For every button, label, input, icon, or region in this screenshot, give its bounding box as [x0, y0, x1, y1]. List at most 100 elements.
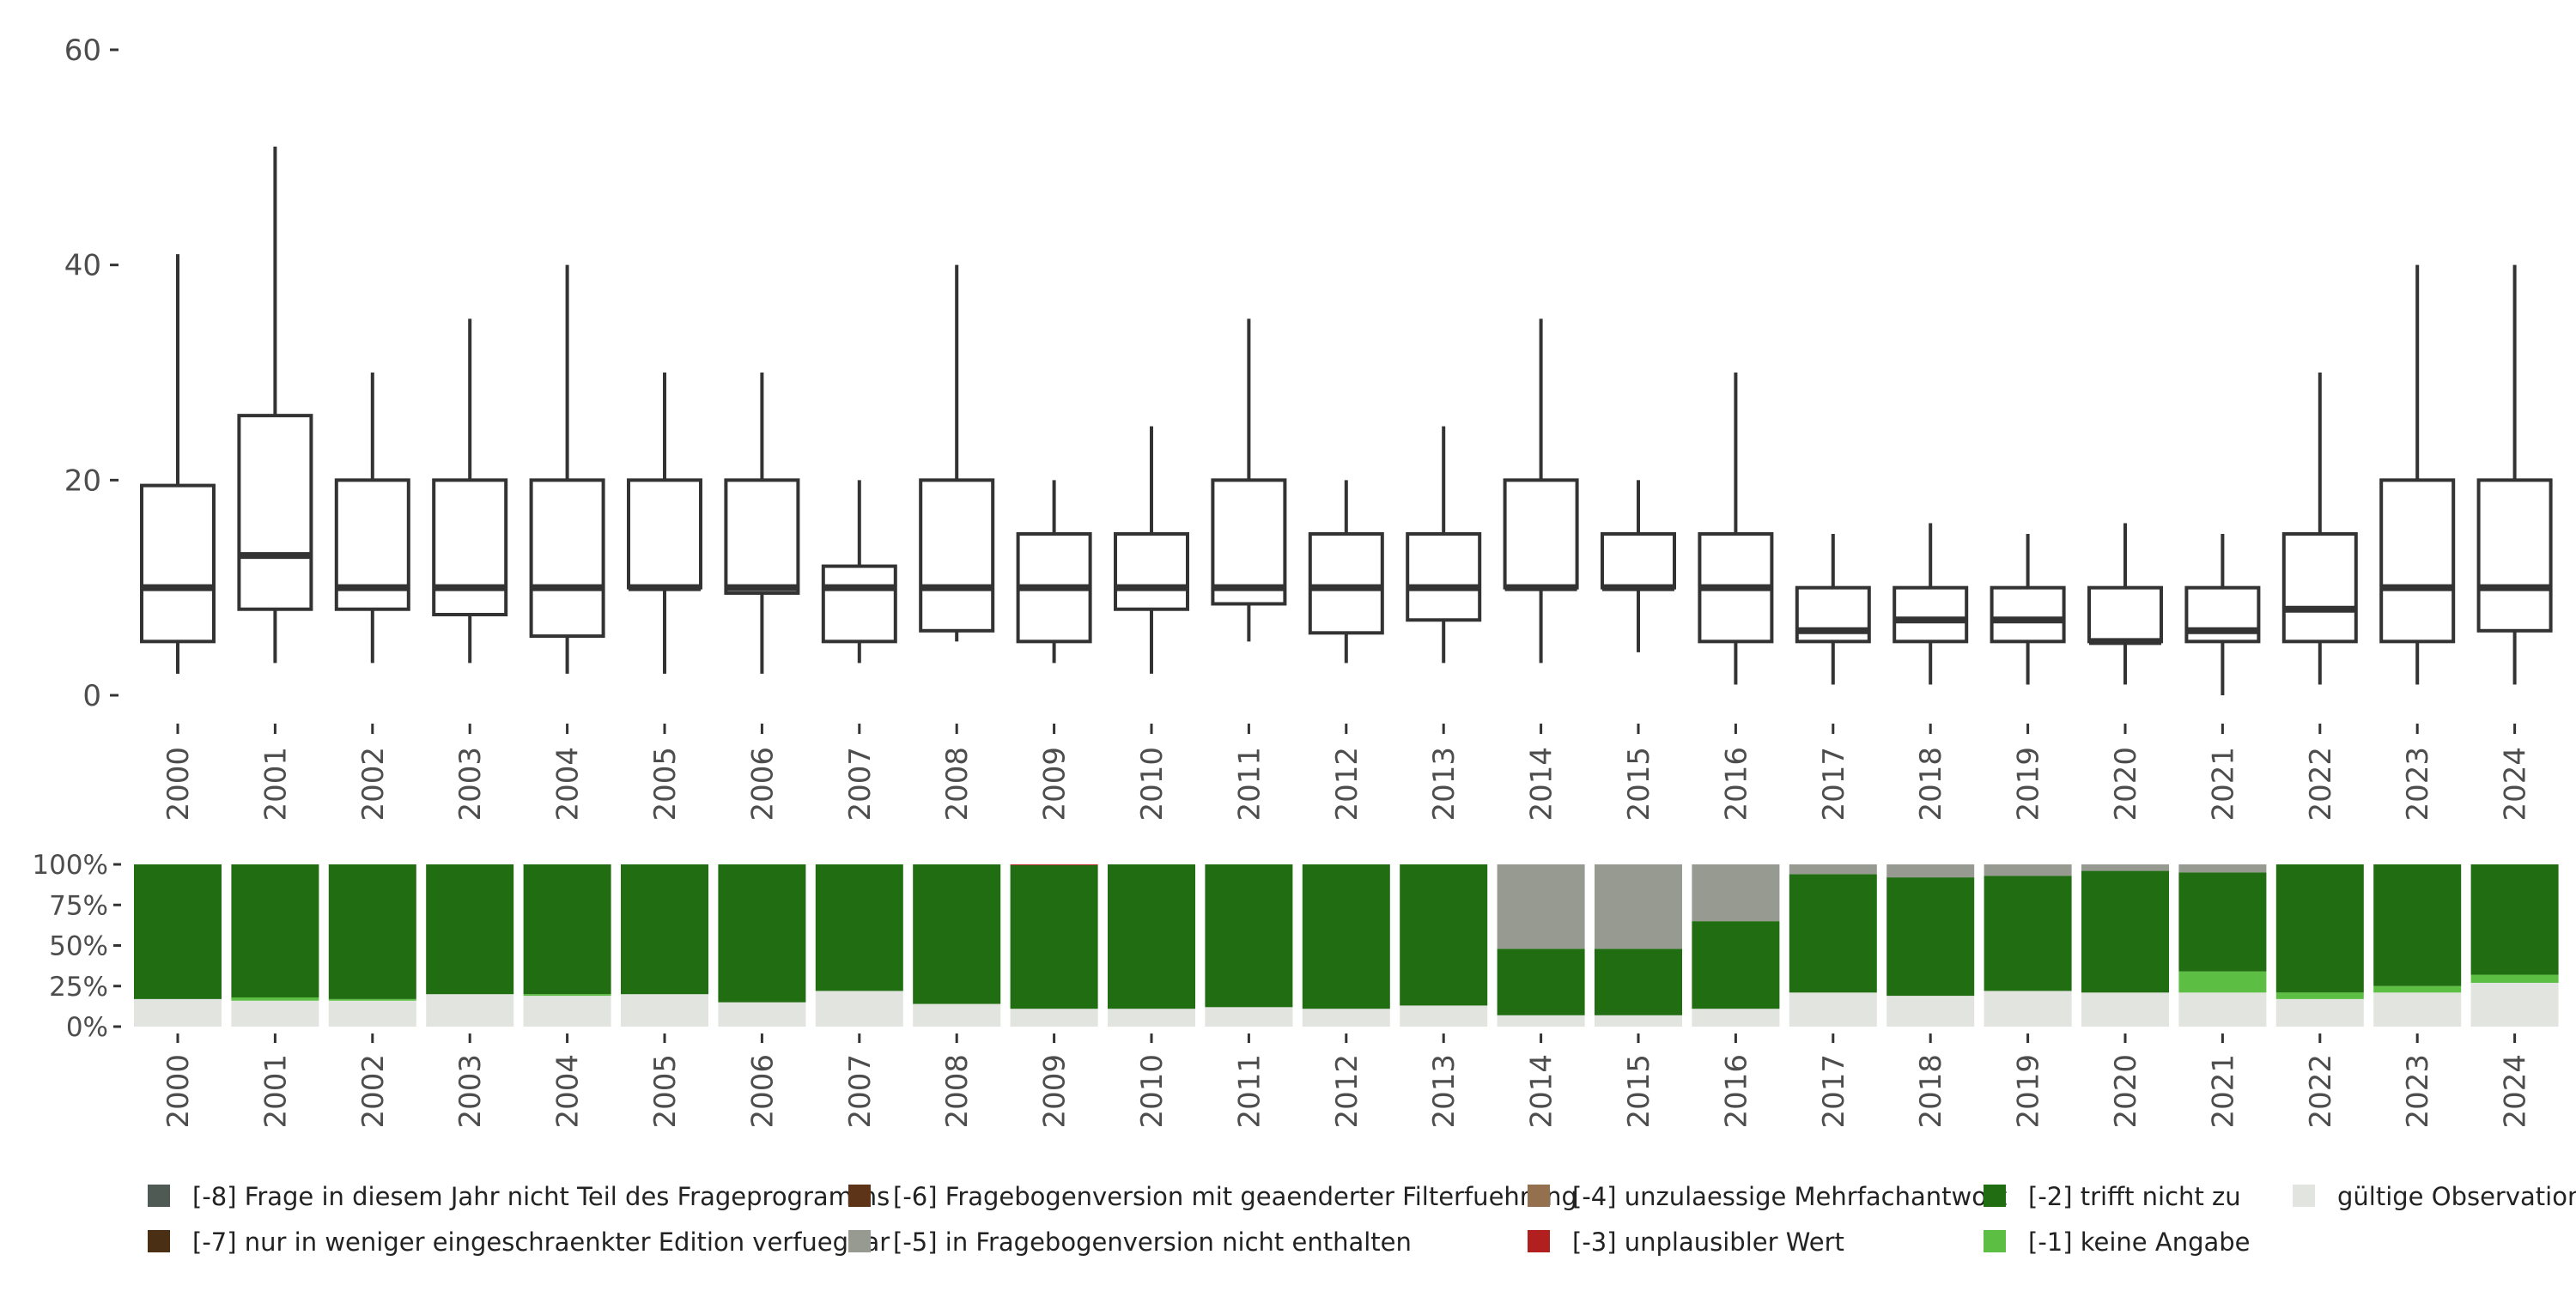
bar-2015 — [1595, 864, 1682, 1027]
bar-2014 — [1497, 864, 1585, 1027]
bar-segment — [621, 864, 708, 995]
bar-segment — [2178, 971, 2267, 993]
bar-segment — [523, 996, 611, 1027]
bar-segment — [523, 994, 611, 997]
x-tick-label: 2002 — [356, 1054, 391, 1129]
iqr-box — [919, 478, 995, 633]
bar-segment — [815, 864, 903, 991]
bar-segment — [1108, 864, 1195, 1009]
iqr-box — [140, 483, 216, 644]
box-2010 — [1114, 426, 1189, 674]
y-tick-label: 100% — [32, 850, 108, 881]
iqr-box — [1990, 585, 2066, 644]
x-tick-label: 2020 — [2109, 747, 2143, 821]
bar-segment — [1595, 949, 1682, 1015]
x-tick-label: 2024 — [2499, 747, 2533, 821]
bar-2021 — [2178, 864, 2267, 1027]
legend-label: [-2] trifft nicht zu — [2028, 1182, 2241, 1211]
x-tick-label: 2018 — [1914, 747, 1948, 821]
box-2002 — [334, 373, 410, 664]
box-2001 — [237, 146, 313, 664]
bar-segment — [1692, 1009, 1780, 1027]
legend-entry: [-5] in Fragebogenversion nicht enthalte… — [848, 1227, 1412, 1257]
x-tick-label: 2009 — [1038, 1054, 1072, 1129]
bar-2003 — [426, 864, 514, 1027]
legend-entry: [-7] nur in weniger eingeschraenkter Edi… — [148, 1227, 890, 1257]
x-tick-label: 2016 — [1719, 747, 1753, 821]
legend-entry: [-4] unzulaessige Mehrfachantwort — [1528, 1182, 2007, 1211]
x-tick-label: 2012 — [1330, 747, 1364, 821]
bar-segment — [1595, 864, 1682, 949]
bar-segment — [426, 994, 514, 1027]
x-tick-label: 2007 — [843, 747, 878, 821]
y-tick-label: 0 — [82, 679, 101, 713]
y-tick-label: 40 — [64, 249, 101, 283]
y-tick-label: 60 — [64, 33, 101, 68]
iqr-box — [821, 564, 897, 644]
box-2024 — [2476, 264, 2553, 685]
box-2011 — [1211, 318, 1287, 642]
x-tick-label: 2016 — [1719, 1054, 1753, 1129]
bar-2023 — [2373, 864, 2462, 1027]
box-2006 — [724, 373, 800, 674]
box-2014 — [1503, 318, 1579, 664]
legend-entry: [-6] Fragebogenversion mit geaenderter F… — [848, 1182, 1577, 1211]
bar-segment — [2081, 870, 2169, 993]
bar-segment — [1400, 864, 1488, 1006]
bar-2011 — [1205, 864, 1293, 1027]
box-2012 — [1308, 480, 1384, 664]
bar-segment — [2081, 992, 2169, 1027]
bar-segment — [1010, 1009, 1098, 1027]
bar-2008 — [913, 864, 1001, 1027]
x-tick-label: 2012 — [1330, 1054, 1364, 1129]
iqr-box — [237, 414, 313, 611]
bar-segment — [523, 864, 611, 995]
bar-2016 — [1692, 864, 1780, 1027]
bar-segment — [426, 864, 514, 995]
bar-2010 — [1108, 864, 1195, 1027]
bar-segment — [913, 1003, 1001, 1027]
bar-segment — [134, 864, 222, 999]
legend-entry: [-2] trifft nicht zu — [1984, 1182, 2241, 1211]
bar-segment — [1789, 864, 1877, 875]
x-tick-label: 2005 — [648, 747, 683, 821]
x-tick-label: 2002 — [356, 747, 391, 821]
x-tick-label: 2004 — [551, 747, 586, 821]
bar-segment — [1497, 949, 1585, 1015]
bar-2013 — [1400, 864, 1488, 1027]
bar-segment — [2470, 982, 2559, 1027]
bar-segment — [328, 1000, 416, 1027]
iqr-box — [529, 478, 605, 639]
iqr-box — [2281, 532, 2358, 644]
bar-segment — [621, 994, 708, 1027]
legend-entry: gültige Observationen — [2293, 1182, 2576, 1211]
x-tick-label: 2013 — [1427, 747, 1461, 821]
iqr-box — [1601, 532, 1676, 590]
x-tick-label: 2021 — [2206, 747, 2240, 821]
bar-segment — [134, 998, 222, 1027]
box-2021 — [2184, 534, 2261, 695]
bar-segment — [2275, 998, 2364, 1027]
x-tick-label: 2006 — [745, 747, 780, 821]
x-tick-label: 2011 — [1232, 1054, 1267, 1129]
bar-segment — [2081, 864, 2169, 871]
x-tick-label: 2015 — [1622, 1054, 1656, 1129]
bar-segment — [2470, 864, 2559, 975]
bar-segment — [231, 997, 319, 1001]
bar-2009 — [1010, 864, 1098, 1027]
bar-segment — [2373, 985, 2462, 993]
legend-swatch — [1984, 1230, 2006, 1252]
box-2005 — [627, 373, 702, 674]
bar-segment — [2275, 992, 2364, 999]
x-tick-label: 2009 — [1038, 747, 1072, 821]
bar-2000 — [134, 864, 222, 1027]
legend-label: gültige Observationen — [2337, 1182, 2576, 1211]
bar-segment — [1205, 1007, 1293, 1027]
stacked-bar-panel: 0% 25% 50% 75% 100% 2000 2001 2002 2003 2004 2005 2… — [32, 850, 2559, 1129]
x-tick-label: 2017 — [1817, 1054, 1851, 1129]
x-tick-label: 2006 — [745, 1054, 780, 1129]
legend-swatch — [148, 1230, 170, 1252]
x-tick-label: 2003 — [453, 1054, 488, 1129]
bar-segment — [718, 1002, 806, 1027]
